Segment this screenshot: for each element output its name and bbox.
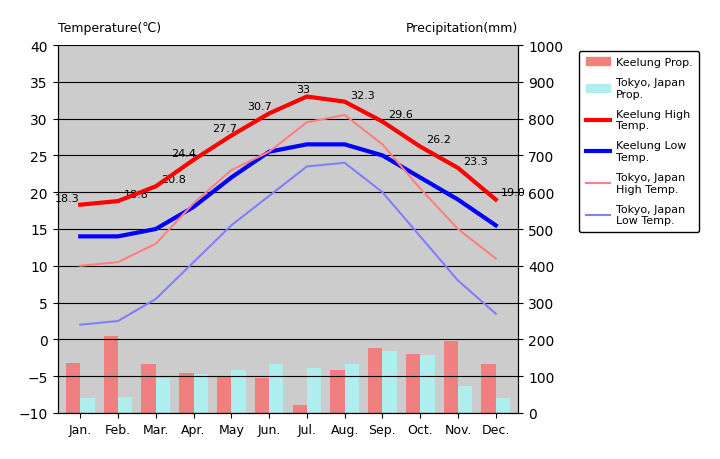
Bar (496, 398, 510, 413)
Text: 30.7: 30.7 (247, 102, 271, 112)
Legend: Keelung Prop., Tokyo, Japan
Prop., Keelung High
Temp., Keelung Low
Temp., Tokyo,: Keelung Prop., Tokyo, Japan Prop., Keelu… (580, 51, 699, 232)
Tokyo, Japan
High Temp. (378, 142, 387, 148)
Text: 19.0: 19.0 (501, 188, 526, 198)
Text: 18.8: 18.8 (124, 190, 148, 199)
Bar (269, 364, 284, 413)
Tokyo, Japan
High Temp. (302, 120, 311, 126)
Tokyo, Japan
High Temp. (189, 201, 198, 207)
Bar (444, 341, 458, 413)
Bar (66, 363, 80, 413)
Bar (292, 405, 307, 413)
Text: 18.3: 18.3 (55, 193, 80, 203)
Text: Precipitation(mm): Precipitation(mm) (406, 22, 518, 35)
Tokyo, Japan
High Temp. (416, 186, 425, 192)
Tokyo, Japan
Low Temp. (302, 164, 311, 170)
Keelung High
Temp. (341, 100, 349, 105)
Bar (482, 364, 496, 413)
Keelung Low
Temp. (114, 234, 122, 240)
Bar (458, 386, 472, 413)
Tokyo, Japan
Low Temp. (189, 260, 198, 265)
Bar (382, 352, 397, 413)
Bar (80, 398, 94, 413)
Text: 32.3: 32.3 (350, 90, 375, 100)
Tokyo, Japan
Low Temp. (151, 297, 160, 302)
Keelung Low
Temp. (416, 175, 425, 181)
Tokyo, Japan
Low Temp. (114, 319, 122, 324)
Keelung High
Temp. (114, 199, 122, 204)
Tokyo, Japan
High Temp. (76, 263, 84, 269)
Keelung Low
Temp. (227, 175, 235, 181)
Text: 33: 33 (296, 85, 310, 95)
Tokyo, Japan
High Temp. (151, 241, 160, 247)
Keelung High
Temp. (454, 166, 462, 171)
Tokyo, Japan
High Temp. (227, 168, 235, 174)
Bar (255, 378, 269, 413)
Line: Tokyo, Japan
Low Temp.: Tokyo, Japan Low Temp. (80, 163, 496, 325)
Tokyo, Japan
Low Temp. (265, 194, 274, 199)
Text: 20.8: 20.8 (161, 175, 186, 185)
Tokyo, Japan
High Temp. (454, 227, 462, 232)
Line: Keelung Low
Temp.: Keelung Low Temp. (80, 145, 496, 237)
Bar (345, 364, 359, 413)
Bar (118, 397, 132, 413)
Keelung High
Temp. (189, 158, 198, 163)
Bar (406, 354, 420, 413)
Keelung High
Temp. (76, 202, 84, 208)
Bar (217, 376, 231, 413)
Keelung High
Temp. (378, 119, 387, 125)
Keelung Low
Temp. (265, 150, 274, 155)
Keelung Low
Temp. (378, 153, 387, 159)
Text: 26.2: 26.2 (426, 135, 451, 145)
Bar (420, 355, 435, 413)
Keelung Low
Temp. (492, 223, 500, 229)
Keelung Low
Temp. (189, 205, 198, 210)
Keelung High
Temp. (151, 184, 160, 190)
Keelung High
Temp. (416, 145, 425, 150)
Tokyo, Japan
Low Temp. (454, 278, 462, 284)
Bar (231, 370, 246, 413)
Tokyo, Japan
Low Temp. (378, 190, 387, 196)
Tokyo, Japan
Low Temp. (76, 322, 84, 328)
Text: Temperature(℃): Temperature(℃) (58, 22, 161, 35)
Text: 23.3: 23.3 (464, 157, 488, 166)
Keelung High
Temp. (302, 95, 311, 100)
Tokyo, Japan
Low Temp. (341, 161, 349, 166)
Bar (330, 370, 345, 413)
Line: Keelung High
Temp.: Keelung High Temp. (80, 97, 496, 205)
Text: 27.7: 27.7 (212, 124, 237, 134)
Tokyo, Japan
High Temp. (265, 150, 274, 155)
Keelung Low
Temp. (454, 197, 462, 203)
Keelung Low
Temp. (151, 227, 160, 232)
Line: Tokyo, Japan
High Temp.: Tokyo, Japan High Temp. (80, 116, 496, 266)
Keelung High
Temp. (227, 134, 235, 139)
Keelung High
Temp. (265, 112, 274, 117)
Bar (104, 337, 118, 413)
Text: 24.4: 24.4 (171, 148, 197, 158)
Keelung Low
Temp. (76, 234, 84, 240)
Bar (307, 368, 321, 413)
Tokyo, Japan
Low Temp. (492, 311, 500, 317)
Bar (179, 374, 194, 413)
Keelung Low
Temp. (302, 142, 311, 148)
Text: 29.6: 29.6 (388, 110, 413, 120)
Bar (141, 364, 156, 413)
Tokyo, Japan
High Temp. (114, 260, 122, 265)
Bar (368, 348, 382, 413)
Tokyo, Japan
High Temp. (341, 113, 349, 118)
Keelung High
Temp. (492, 197, 500, 203)
Tokyo, Japan
Low Temp. (227, 223, 235, 229)
Tokyo, Japan
Low Temp. (416, 234, 425, 240)
Keelung Low
Temp. (341, 142, 349, 148)
Tokyo, Japan
High Temp. (492, 256, 500, 262)
Bar (156, 378, 170, 413)
Bar (194, 374, 208, 413)
